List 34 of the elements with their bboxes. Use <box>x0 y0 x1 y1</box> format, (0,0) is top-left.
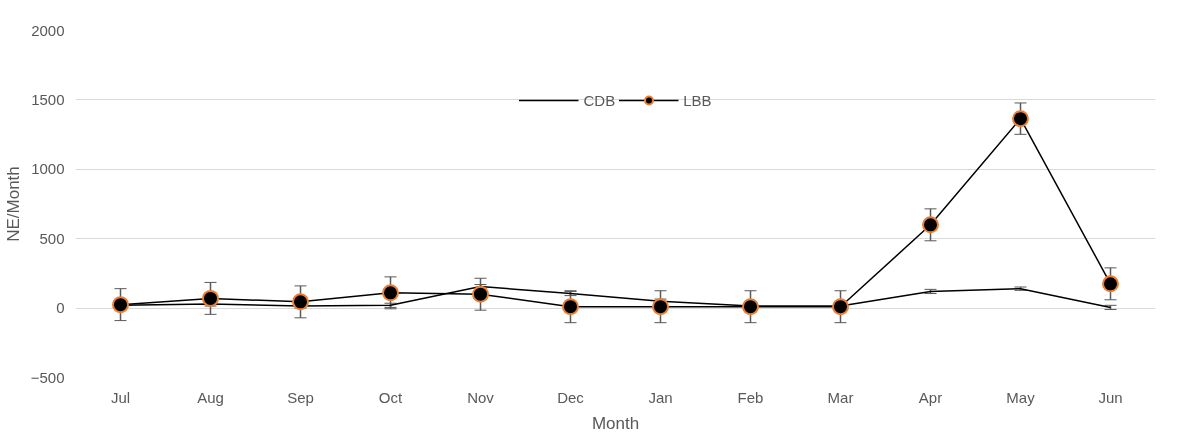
point <box>562 298 579 316</box>
x-tick-label: Jun <box>1098 388 1123 406</box>
y-tick-label: 2000 <box>31 21 65 39</box>
point <box>472 285 489 303</box>
x-tick-label: Dec <box>557 388 585 406</box>
x-tick-label: May <box>1006 388 1036 406</box>
point <box>832 298 849 316</box>
x-axis-title: Month <box>591 413 640 433</box>
y-axis-title: NE/Month <box>3 166 23 242</box>
x-tick-label: Nov <box>467 388 495 406</box>
point <box>202 289 219 307</box>
x-tick-label: Sep <box>287 388 314 406</box>
y-tick-label: 1500 <box>31 90 65 108</box>
x-tick-label: Apr <box>918 388 943 406</box>
x-tick-label: Oct <box>378 388 403 406</box>
x-tick-label: Jan <box>648 388 673 406</box>
point <box>112 296 129 314</box>
point <box>1102 275 1119 293</box>
x-tick-label: Mar <box>827 388 854 406</box>
x-tick-label: Aug <box>197 388 224 406</box>
legend-label: CDB <box>583 91 616 109</box>
point <box>922 216 939 234</box>
point <box>742 298 759 316</box>
point <box>292 293 309 311</box>
y-tick-label: 500 <box>39 229 65 247</box>
point <box>382 284 399 302</box>
x-tick-label: Jul <box>110 388 131 406</box>
point <box>1012 110 1029 128</box>
point <box>652 298 669 316</box>
y-tick-label: −500 <box>30 368 65 386</box>
legend-label: LBB <box>683 91 712 109</box>
y-tick-label: 0 <box>56 299 65 317</box>
x-tick-label: Feb <box>737 388 764 406</box>
y-tick-label: 1000 <box>31 160 65 178</box>
